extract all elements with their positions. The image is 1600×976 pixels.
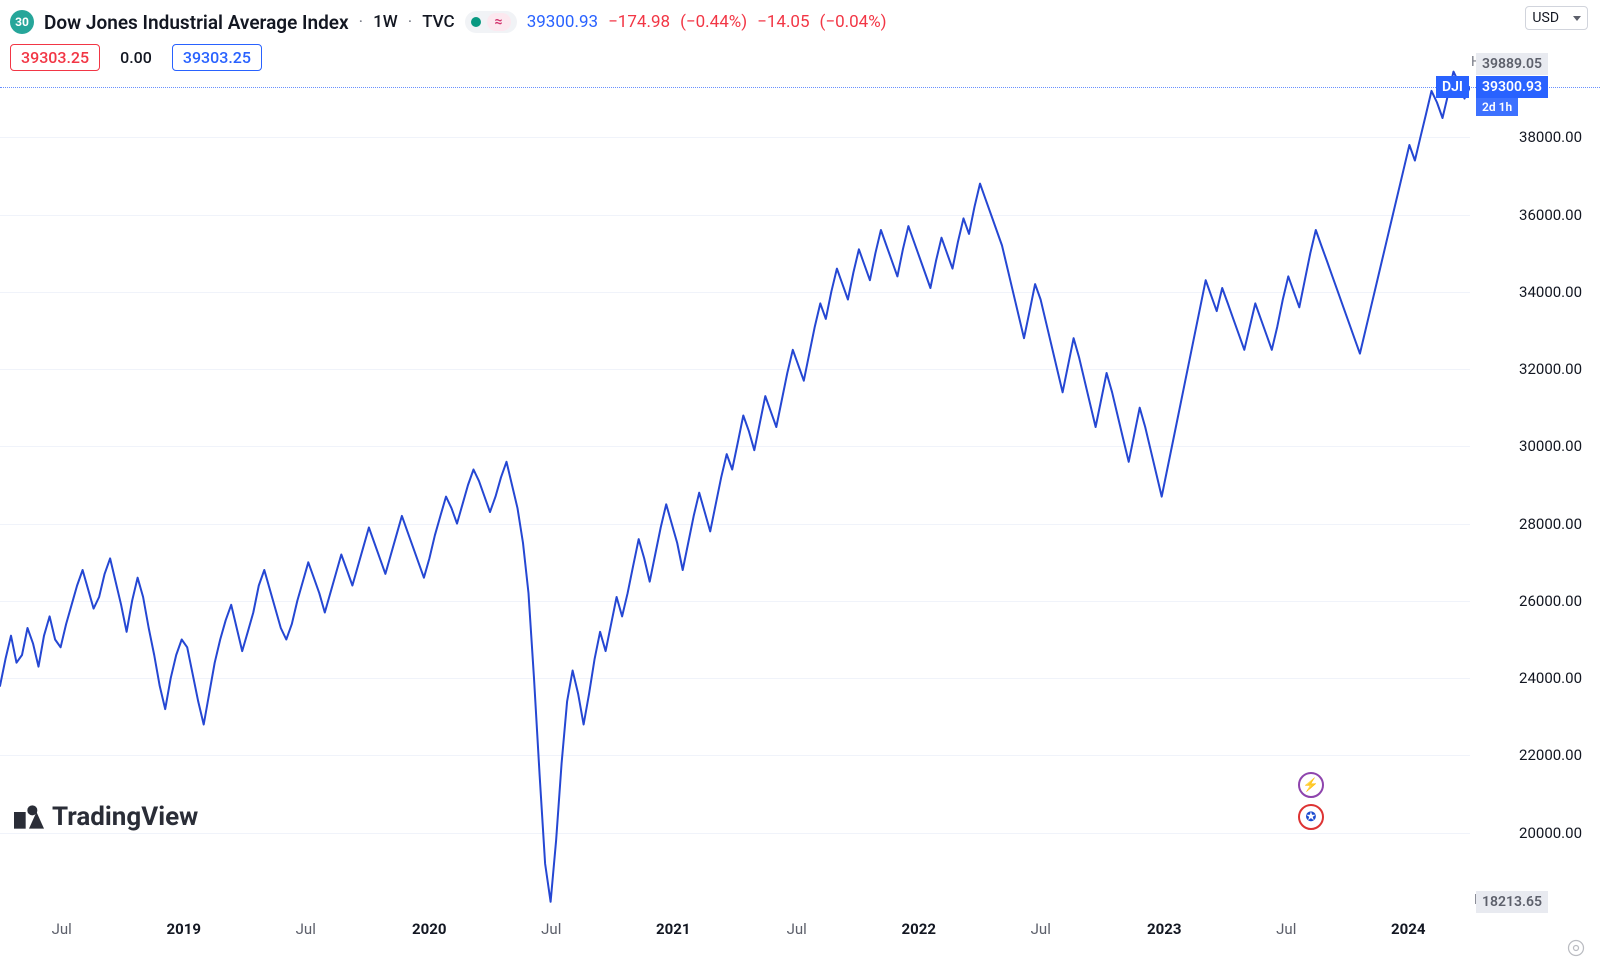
change2-abs: −14.05 bbox=[757, 12, 809, 32]
tradingview-logo-icon bbox=[14, 805, 44, 829]
x-tick-label: Jul bbox=[52, 920, 72, 938]
chart-pane[interactable]: TradingView ⚡ ✪ bbox=[0, 60, 1470, 910]
x-tick-label: Jul bbox=[1276, 920, 1296, 938]
x-tick-label: Jul bbox=[296, 920, 316, 938]
flag-icon[interactable]: ✪ bbox=[1298, 804, 1324, 830]
dji-symbol-tag: DJI bbox=[1436, 76, 1469, 98]
price-tag-low: 18213.65 bbox=[1476, 891, 1548, 913]
price-axis[interactable]: 20000.00 22000.00 24000.00 26000.00 28000.00… bbox=[1470, 60, 1600, 910]
change-pct: (−0.44%) bbox=[680, 12, 747, 32]
countdown-tag: 2d 1h bbox=[1476, 98, 1518, 116]
axis-settings-icon[interactable] bbox=[1566, 938, 1586, 958]
y-tick-label: 32000.00 bbox=[1470, 360, 1590, 378]
y-tick-label: 36000.00 bbox=[1470, 206, 1590, 224]
x-tick-label: 2021 bbox=[656, 920, 690, 938]
y-tick-label: 24000.00 bbox=[1470, 669, 1590, 687]
separator-dot: · bbox=[359, 12, 363, 32]
approx-pill: ≈ bbox=[487, 13, 511, 31]
y-tick-label: 20000.00 bbox=[1470, 824, 1590, 842]
y-tick-label: 26000.00 bbox=[1470, 592, 1590, 610]
change2-pct: (−0.04%) bbox=[820, 12, 887, 32]
price-tag-dji: 39300.93 bbox=[1476, 76, 1548, 98]
x-tick-label: 2019 bbox=[167, 920, 201, 938]
last-price: 39300.93 bbox=[527, 12, 598, 32]
tradingview-watermark: TradingView bbox=[14, 802, 198, 832]
market-status-container: ≈ bbox=[465, 11, 517, 33]
y-tick-label: 22000.00 bbox=[1470, 746, 1590, 764]
y-tick-label: 28000.00 bbox=[1470, 515, 1590, 533]
y-tick-label: 34000.00 bbox=[1470, 283, 1590, 301]
x-tick-label: Jul bbox=[541, 920, 561, 938]
time-axis[interactable]: Jul 2019 Jul 2020 Jul 2021 Jul 2022 Jul 2023 Jul 20… bbox=[0, 910, 1470, 960]
y-tick-label: 30000.00 bbox=[1470, 437, 1590, 455]
x-tick-label: 2023 bbox=[1147, 920, 1181, 938]
watermark-text: TradingView bbox=[52, 802, 198, 832]
symbol-badge[interactable]: 30 bbox=[10, 10, 34, 34]
interval-label[interactable]: 1W bbox=[373, 12, 398, 32]
price-line bbox=[0, 60, 1470, 910]
x-tick-label: 2024 bbox=[1391, 920, 1425, 938]
x-tick-label: 2022 bbox=[902, 920, 936, 938]
x-tick-label: 2020 bbox=[412, 920, 446, 938]
data-source[interactable]: TVC bbox=[422, 12, 454, 32]
currency-select[interactable]: USD bbox=[1525, 6, 1588, 30]
currency-value: USD bbox=[1532, 10, 1559, 26]
change-abs: −174.98 bbox=[608, 12, 670, 32]
y-tick-label: 38000.00 bbox=[1470, 128, 1590, 146]
last-price-hline bbox=[0, 87, 1600, 88]
price-tag-high: 39889.05 bbox=[1476, 53, 1548, 75]
separator-dot: · bbox=[408, 12, 412, 32]
alert-icon[interactable]: ⚡ bbox=[1298, 772, 1324, 798]
market-open-dot bbox=[471, 17, 481, 27]
x-tick-label: Jul bbox=[1031, 920, 1051, 938]
x-tick-label: Jul bbox=[787, 920, 807, 938]
instrument-title[interactable]: Dow Jones Industrial Average Index bbox=[44, 11, 349, 34]
